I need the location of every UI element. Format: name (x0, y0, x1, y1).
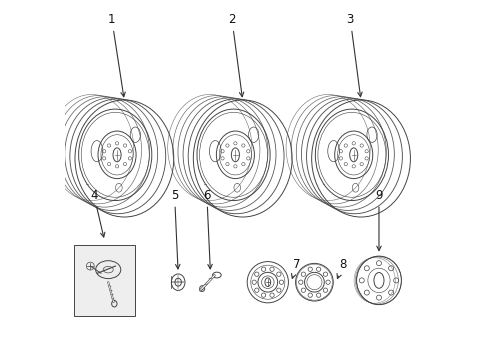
Text: 8: 8 (336, 258, 346, 279)
Text: 2: 2 (228, 13, 244, 97)
Text: 1: 1 (108, 13, 125, 97)
Text: 3: 3 (346, 13, 362, 97)
Text: 7: 7 (291, 258, 300, 278)
Text: 5: 5 (170, 189, 180, 269)
Text: 9: 9 (374, 189, 382, 251)
Text: 6: 6 (203, 189, 212, 269)
Text: 4: 4 (90, 189, 104, 237)
Bar (74, 244, 135, 316)
